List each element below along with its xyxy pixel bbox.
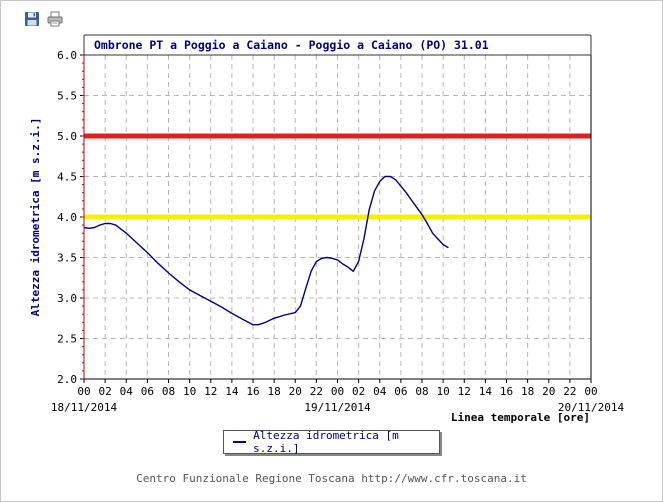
date-label: 18/11/2014 xyxy=(51,401,118,414)
legend-label: Altezza idrometrica [m s.z.i.] xyxy=(253,429,399,455)
printer-icon[interactable] xyxy=(47,11,63,27)
x-tick-label: 10 xyxy=(183,385,196,398)
y-tick-label: 2.0 xyxy=(57,373,77,386)
x-tick-label: 02 xyxy=(352,385,365,398)
x-tick-label: 06 xyxy=(394,385,407,398)
date-label: 19/11/2014 xyxy=(304,401,371,414)
x-tick-label: 18 xyxy=(268,385,281,398)
x-tick-label: 00 xyxy=(331,385,344,398)
x-tick-label: 20 xyxy=(542,385,555,398)
footer-credit: Centro Funzionale Regione Toscana http:/… xyxy=(136,472,527,485)
legend-swatch xyxy=(233,441,247,443)
x-tick-label: 14 xyxy=(225,385,239,398)
x-tick-label: 08 xyxy=(162,385,175,398)
x-tick-label: 14 xyxy=(479,385,493,398)
y-tick-label: 5.5 xyxy=(57,90,77,103)
series-line xyxy=(83,175,449,326)
x-tick-label: 16 xyxy=(246,385,259,398)
x-tick-label: 16 xyxy=(500,385,513,398)
y-axis-label: Altezza idrometrica [m s.z.i.] xyxy=(29,118,42,317)
y-tick-label: 4.5 xyxy=(57,171,77,184)
x-tick-label: 10 xyxy=(437,385,450,398)
y-tick-label: 6.0 xyxy=(57,49,77,62)
x-tick-label: 02 xyxy=(99,385,112,398)
date-label: 20/11/2014 xyxy=(558,401,625,414)
x-tick-label: 20 xyxy=(289,385,302,398)
legend: Altezza idrometrica [m s.z.i.] xyxy=(223,429,440,455)
x-tick-label: 04 xyxy=(120,385,134,398)
x-tick-label: 06 xyxy=(141,385,154,398)
y-tick-label: 2.5 xyxy=(57,333,77,346)
chart-title: Ombrone PT a Poggio a Caiano - Poggio a … xyxy=(94,38,489,52)
x-tick-label: 08 xyxy=(415,385,428,398)
y-tick-label: 5.0 xyxy=(57,130,77,143)
x-tick-label: 12 xyxy=(204,385,217,398)
floppy-disk-icon[interactable] xyxy=(24,11,40,27)
x-axis-label: Linea temporale [ore] xyxy=(451,411,590,424)
x-tick-label: 12 xyxy=(458,385,471,398)
x-tick-label: 18 xyxy=(521,385,534,398)
x-tick-label: 00 xyxy=(584,385,597,398)
x-tick-label: 22 xyxy=(563,385,576,398)
y-tick-label: 3.0 xyxy=(57,292,77,305)
x-tick-label: 00 xyxy=(77,385,90,398)
y-tick-label: 4.0 xyxy=(57,211,77,224)
x-tick-label: 22 xyxy=(310,385,323,398)
x-tick-label: 04 xyxy=(373,385,387,398)
y-tick-label: 3.5 xyxy=(57,252,77,265)
